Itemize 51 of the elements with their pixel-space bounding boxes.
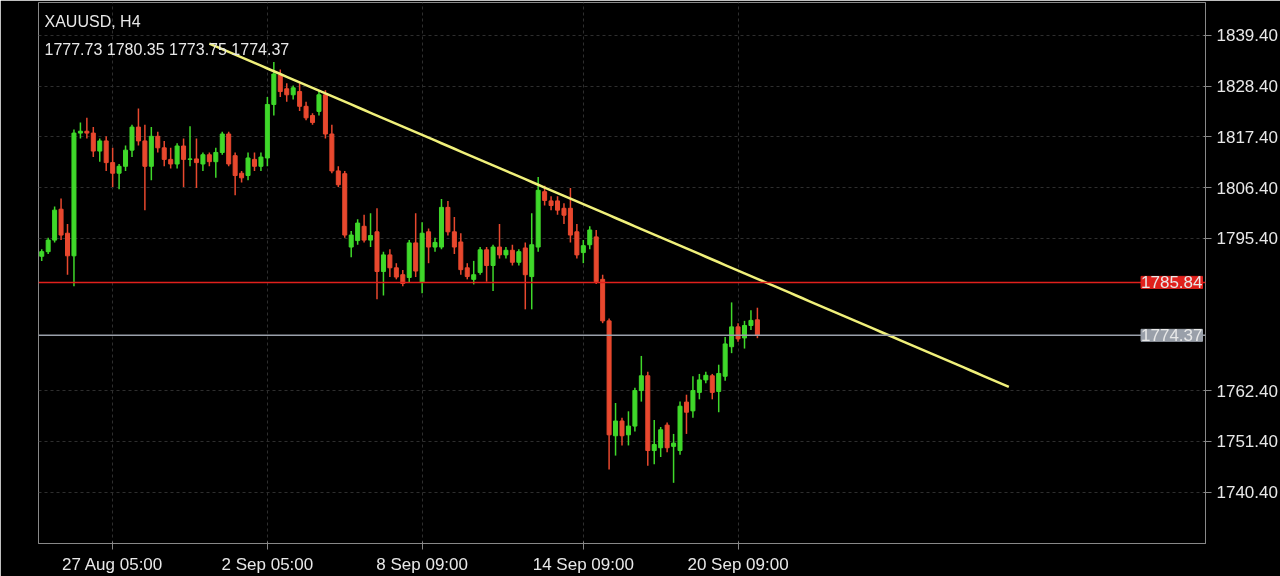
candlestick — [497, 223, 502, 260]
candlestick — [484, 246, 490, 283]
y-tick-label: 1795.40 — [1216, 229, 1278, 249]
y-tick-label: 1740.40 — [1216, 483, 1278, 503]
candlestick — [587, 225, 593, 251]
candlestick — [471, 260, 477, 286]
y-tick-label: 1806.40 — [1216, 178, 1278, 198]
candlestick — [129, 124, 135, 158]
candlestick — [97, 137, 103, 163]
x-tick-label: 27 Aug 05:00 — [62, 554, 163, 574]
candlestick — [754, 306, 760, 339]
candlestick — [380, 250, 386, 297]
candlestick — [193, 137, 199, 189]
candlestick — [613, 402, 619, 457]
candlestick — [735, 322, 741, 343]
x-tick-label: 14 Sep 09:00 — [532, 554, 634, 574]
candlestick — [709, 373, 715, 401]
candlestick — [361, 214, 367, 244]
candlestick — [368, 212, 374, 248]
x-tick-label: 8 Sep 09:00 — [376, 554, 468, 574]
ref-line-label: 1785.84 — [1141, 273, 1203, 293]
candlestick — [716, 363, 722, 413]
candlestick — [219, 130, 225, 156]
candlestick — [174, 142, 180, 170]
candlestick — [251, 151, 257, 172]
candlestick — [181, 137, 187, 188]
candlestick — [316, 89, 322, 117]
candlestick — [213, 147, 219, 179]
text: XAUUSD, H4 — [44, 12, 141, 30]
text: 1777.73 1780.35 1773.75 1774.37 — [44, 40, 290, 58]
candlestick — [245, 151, 251, 181]
candlestick — [155, 130, 161, 154]
x-tick-label: 20 Sep 09:00 — [687, 554, 789, 574]
candlestick — [683, 393, 689, 435]
candlestick — [200, 151, 206, 172]
candlestick — [490, 243, 496, 292]
candlestick — [187, 125, 193, 168]
candlestick — [135, 107, 141, 147]
y-tick-label: 1762.40 — [1216, 381, 1278, 401]
candlestick — [426, 227, 432, 264]
y-tick-label: 1839.40 — [1216, 26, 1278, 46]
ref-line-label: 1774.37 — [1141, 326, 1203, 346]
candlestick — [580, 239, 586, 264]
y-tick-label: 1817.40 — [1216, 127, 1278, 147]
y-tick-label: 1751.40 — [1216, 432, 1278, 452]
candlestick — [477, 246, 483, 276]
candlestick — [509, 243, 515, 267]
candlestick — [664, 421, 670, 454]
x-tick-label: 2 Sep 05:00 — [221, 554, 314, 574]
y-tick-label: 1828.40 — [1216, 77, 1278, 97]
candlestick — [619, 417, 625, 447]
